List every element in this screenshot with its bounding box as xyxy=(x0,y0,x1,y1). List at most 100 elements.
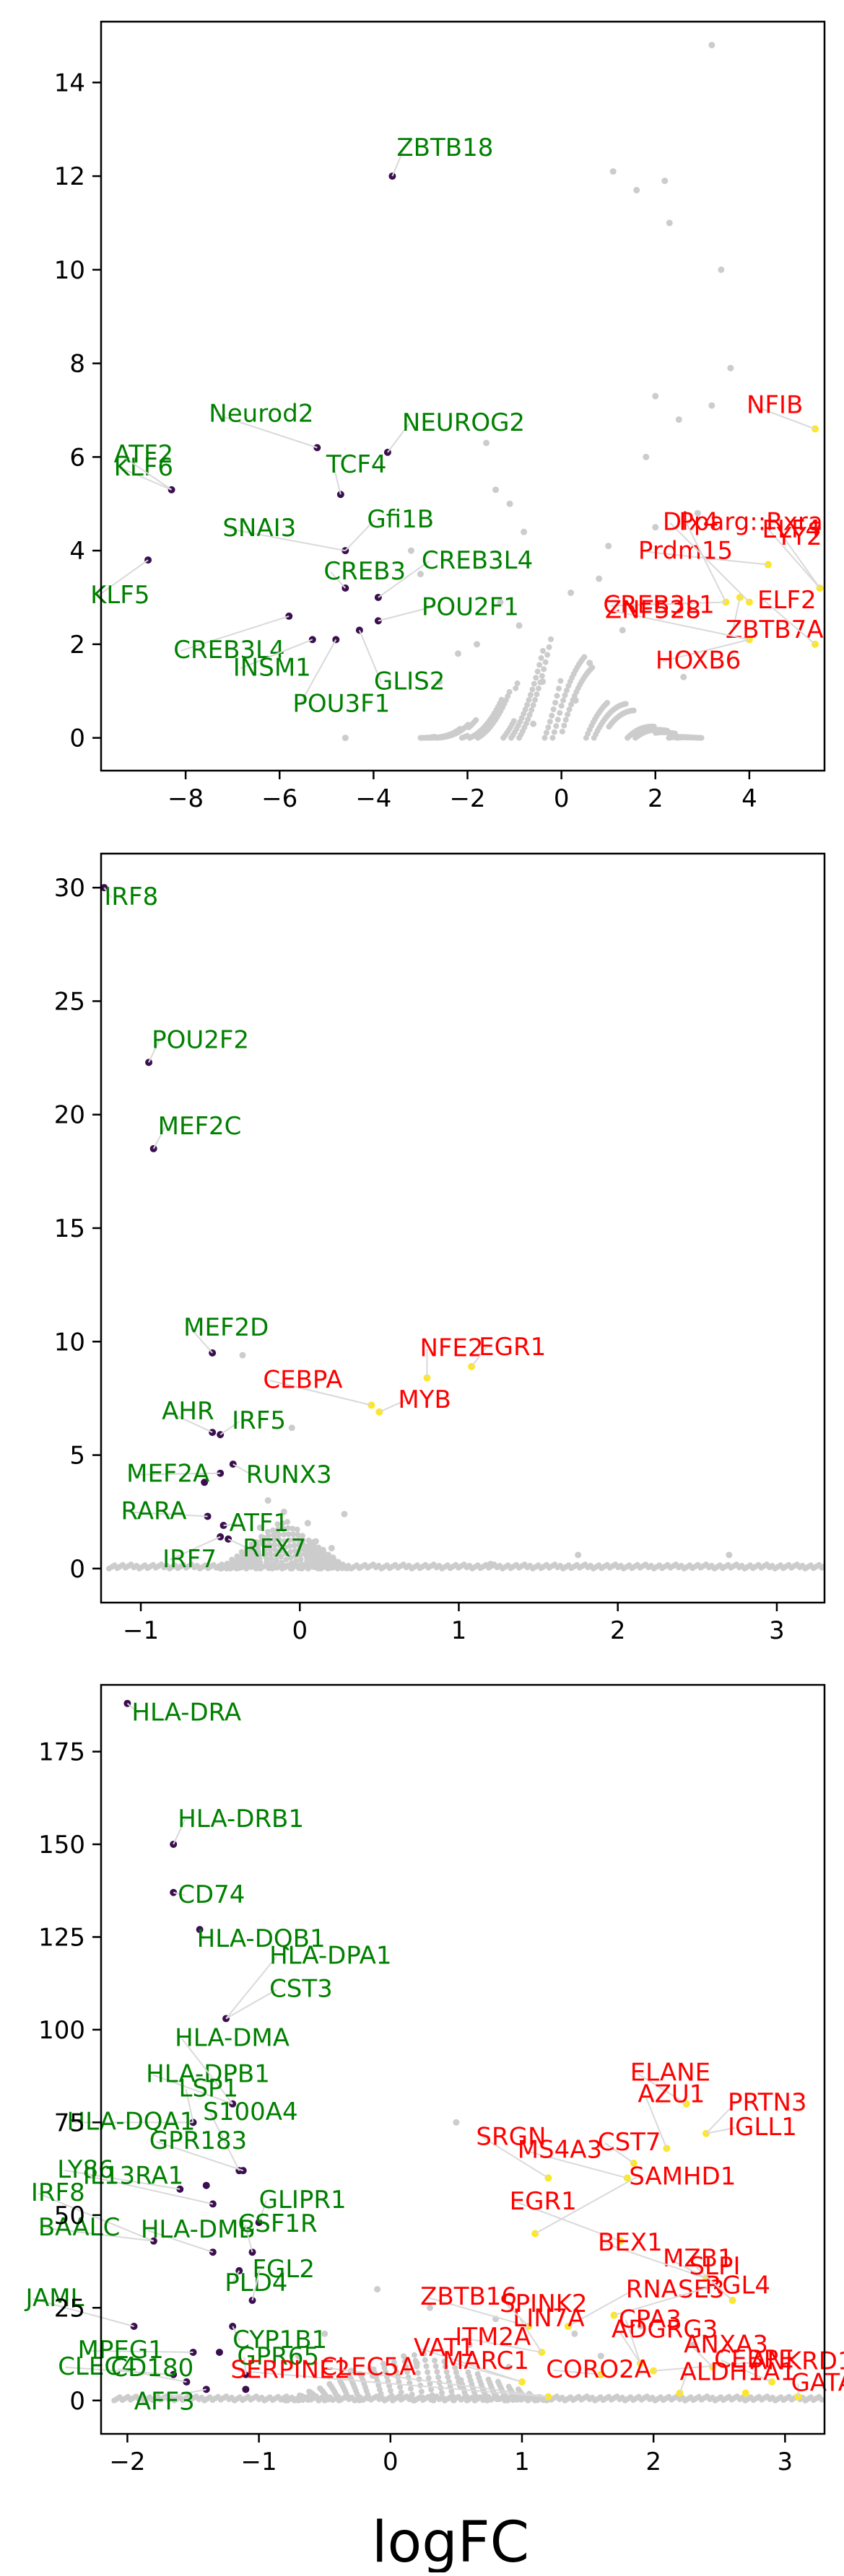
point-label: POU2F2 xyxy=(152,1025,249,1054)
point-label: SERPINE2 xyxy=(230,2356,350,2385)
point-label: NEUROG2 xyxy=(402,408,525,437)
nonsignificant-point xyxy=(428,2386,435,2393)
nonsignificant-point xyxy=(466,724,472,730)
nonsignificant-point xyxy=(515,2386,522,2393)
label-leader-line xyxy=(685,522,727,603)
nonsignificant-point xyxy=(543,730,549,736)
x-tick-label: −1 xyxy=(123,1616,159,1645)
nonsignificant-point xyxy=(396,2378,402,2385)
label-leader-line xyxy=(148,1040,160,1063)
nonsignificant-point xyxy=(449,2393,456,2399)
nonsignificant-point xyxy=(508,735,515,741)
label-leader-line xyxy=(232,2326,241,2341)
nonsignificant-point xyxy=(295,2352,302,2360)
nonsignificant-point xyxy=(661,178,669,185)
nonsignificant-point xyxy=(390,2397,396,2404)
nonsignificant-point xyxy=(397,2384,404,2391)
point-label: SRGN xyxy=(476,2122,546,2151)
x-tick-label: 0 xyxy=(383,2448,399,2476)
label-leader-line xyxy=(173,1819,186,1845)
point-label: SPINK2 xyxy=(500,2290,587,2318)
nonsignificant-point xyxy=(653,730,659,736)
nonsignificant-point xyxy=(726,1551,733,1559)
nonsignificant-point xyxy=(370,2366,377,2373)
nonsignificant-point xyxy=(274,1563,280,1569)
nonsignificant-point xyxy=(328,1545,335,1552)
point-label: HLA-DMA xyxy=(175,2024,290,2053)
point-label: INSM1 xyxy=(233,653,311,682)
nonsignificant-point xyxy=(320,1556,327,1563)
nonsignificant-point xyxy=(453,2369,459,2375)
label-leader-line xyxy=(65,2366,174,2375)
point-label: CPA3 xyxy=(619,2305,682,2334)
point-label: ATF2 xyxy=(114,440,174,469)
nonsignificant-point xyxy=(565,683,572,689)
label-leader-line xyxy=(173,1891,186,1896)
nonsignificant-point xyxy=(427,2380,433,2387)
label-leader-line xyxy=(126,1702,140,1714)
point-label: HLA-DQB1 xyxy=(197,1924,326,1953)
nonsignificant-point xyxy=(234,1553,240,1559)
nonsignificant-point xyxy=(273,1557,279,1564)
nonsignificant-point xyxy=(238,1548,245,1555)
point-label: MPEG1 xyxy=(78,2336,164,2365)
label-leader-line xyxy=(653,2361,758,2372)
downregulated-point xyxy=(202,2181,210,2189)
nonsignificant-point xyxy=(492,486,500,494)
label-leader-line xyxy=(506,2304,529,2327)
nonsignificant-point xyxy=(637,2323,644,2330)
y-tick-label: 25 xyxy=(54,987,85,1016)
label-leader-line xyxy=(764,600,816,645)
nonsignificant-point xyxy=(303,1554,310,1560)
label-leader-line xyxy=(199,1929,205,1940)
nonsignificant-point xyxy=(487,1561,495,1568)
point-label: HLA-DPA1 xyxy=(269,1941,391,1970)
point-label: GATA2 xyxy=(791,2369,844,2398)
nonsignificant-point xyxy=(410,2397,417,2404)
nonsignificant-point xyxy=(432,2363,439,2370)
nonsignificant-point xyxy=(229,1556,235,1563)
nonsignificant-point xyxy=(277,1542,283,1548)
point-label: MS4A3 xyxy=(518,2135,602,2164)
nonsignificant-point xyxy=(414,2370,421,2376)
label-leader-line xyxy=(387,423,410,453)
label-leader-line xyxy=(38,2192,155,2242)
label-leader-line xyxy=(219,1421,240,1436)
nonsignificant-point xyxy=(274,1521,281,1528)
y-tick-label: 30 xyxy=(54,874,85,903)
nonsignificant-point xyxy=(277,1548,284,1554)
nonsignificant-point xyxy=(546,644,552,650)
nonsignificant-point xyxy=(425,2375,432,2381)
nonsignificant-point xyxy=(299,1565,305,1572)
point-label: CREB3L1 xyxy=(603,590,714,619)
nonsignificant-point xyxy=(530,702,536,709)
label-leader-line xyxy=(240,639,313,670)
nonsignificant-point xyxy=(426,2304,433,2311)
nonsignificant-point xyxy=(495,2378,501,2385)
label-leader-line xyxy=(768,530,821,589)
nonsignificant-point xyxy=(583,735,589,741)
nonsignificant-point xyxy=(248,1547,256,1554)
label-leader-line xyxy=(64,2169,180,2190)
label-leader-line xyxy=(97,559,149,597)
nonsignificant-point xyxy=(442,2363,448,2370)
point-label: MEF2A xyxy=(126,1460,209,1489)
y-tick-label: 125 xyxy=(38,1923,85,1952)
nonsignificant-point xyxy=(264,1563,271,1569)
nonsignificant-point xyxy=(296,1542,303,1548)
nonsignificant-point xyxy=(306,2388,313,2395)
nonsignificant-point xyxy=(341,735,349,742)
point-label: ELF2 xyxy=(757,586,817,615)
y-tick-label: 10 xyxy=(54,1328,85,1357)
nonsignificant-point xyxy=(540,647,547,654)
point-label: CEBPE xyxy=(714,2345,794,2374)
y-tick-label: 12 xyxy=(54,162,85,191)
nonsignificant-point xyxy=(293,1563,300,1569)
nonsignificant-point xyxy=(347,2373,353,2380)
nonsignificant-point xyxy=(568,701,575,708)
x-tick-label: −4 xyxy=(355,784,391,813)
x-tick-label: −6 xyxy=(261,784,297,813)
nonsignificant-point xyxy=(286,1537,292,1543)
label-leader-line xyxy=(128,1511,208,1517)
